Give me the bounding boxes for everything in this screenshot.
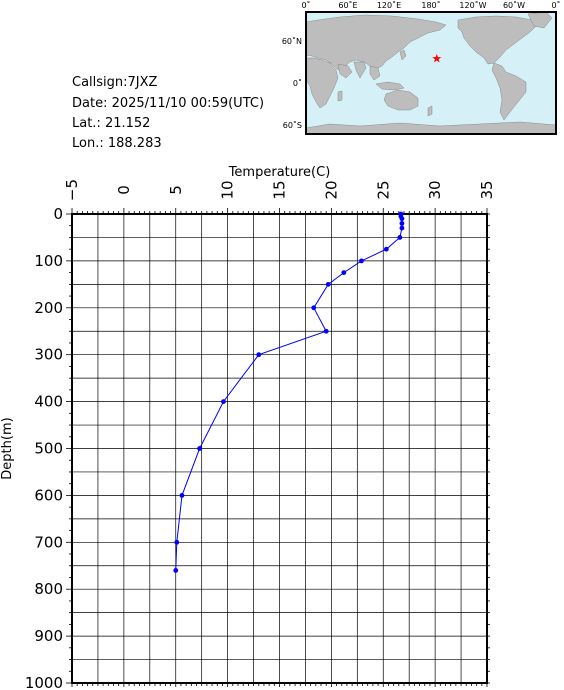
land-eurasia xyxy=(305,14,447,71)
date-text: Date: 2025/11/10 00:59(UTC) xyxy=(72,96,264,111)
map-lat-label: 0˚ xyxy=(293,78,302,88)
x-tick-label: 30 xyxy=(426,180,444,199)
y-tick-label: 200 xyxy=(34,299,63,317)
map-lon-label: 0˚ xyxy=(551,0,560,10)
x-tick-label: 25 xyxy=(374,180,392,199)
x-tick-label: 0 xyxy=(115,185,133,195)
map-frame xyxy=(305,11,557,135)
x-tick-label: 15 xyxy=(271,180,289,199)
profile-point xyxy=(179,493,185,498)
profile-point xyxy=(359,258,364,264)
callsign-text: Callsign:7JXZ xyxy=(72,75,158,90)
profile-point xyxy=(173,568,179,573)
land-india xyxy=(353,61,367,79)
x-tick-label: 5 xyxy=(167,185,185,195)
y-tick-label: 600 xyxy=(34,486,63,504)
land-africa xyxy=(305,57,339,109)
plot-frame xyxy=(71,213,488,684)
temperature-profile-series xyxy=(173,211,405,573)
y-tick-label: 0 xyxy=(53,205,63,223)
y-tick-label: 1000 xyxy=(25,674,63,690)
profile-point xyxy=(256,352,262,358)
y-tick-label: 500 xyxy=(34,440,63,458)
map-lon-label: 180˚ xyxy=(421,0,440,10)
x-tick-label: 35 xyxy=(478,180,496,199)
map-labels: 0˚ 60˚E 120˚E 180˚ 120˚W 60˚W 0˚ 60˚N 0˚… xyxy=(282,0,561,130)
y-tick-label: 800 xyxy=(34,580,63,598)
land-south-america xyxy=(491,62,527,121)
profile-point xyxy=(341,270,347,276)
location-map: 0˚ 60˚E 120˚E 180˚ 120˚W 60˚W 0˚ 60˚N 0˚… xyxy=(282,0,561,135)
map-lon-label: 120˚E xyxy=(377,0,401,10)
profile-point xyxy=(221,399,226,404)
y-tick-label: 900 xyxy=(34,627,63,645)
map-lat-label: 60˚S xyxy=(283,120,302,130)
profile-point xyxy=(399,220,405,226)
land-japan xyxy=(399,49,407,61)
profile-point xyxy=(197,446,203,451)
map-lon-label: 120˚W xyxy=(459,0,486,10)
x-axis-label: Temperature(C) xyxy=(228,165,331,180)
map-lat-label: 60˚N xyxy=(282,36,302,46)
land-indonesia xyxy=(375,81,405,91)
station-info: Callsign:7JXZ Date: 2025/11/10 00:59(UTC… xyxy=(72,75,264,151)
grid-lines xyxy=(71,213,488,684)
y-tick-label: 300 xyxy=(34,346,63,364)
x-tick-label: 20 xyxy=(322,180,340,199)
land-se-asia xyxy=(369,65,381,81)
map-lon-label: 0˚ xyxy=(301,0,310,10)
profile-point xyxy=(311,305,317,311)
land-north-america xyxy=(457,15,537,65)
profile-point xyxy=(383,246,389,252)
minor-ticks xyxy=(66,208,490,687)
latitude-text: Lat.: 21.152 xyxy=(72,116,150,131)
x-tick-label: 10 xyxy=(219,180,237,199)
map-lon-label: 60˚W xyxy=(503,0,525,10)
profile-line xyxy=(175,214,403,571)
profile-point xyxy=(399,216,405,222)
profile-point xyxy=(325,281,331,287)
profile-point xyxy=(174,539,180,545)
y-tick-label: 400 xyxy=(34,393,63,411)
land-new-zealand xyxy=(427,105,433,117)
land-australia xyxy=(383,89,419,111)
map-lon-label: 60˚E xyxy=(338,0,357,10)
land-arabia xyxy=(337,63,353,79)
longitude-text: Lon.: 188.283 xyxy=(72,136,162,151)
y-tick-label: 100 xyxy=(34,252,63,270)
temperature-depth-chart: Temperature(C) Depth(m) −5 0 5 10 15 20 25 30 35… xyxy=(0,165,496,690)
y-tick-label: 700 xyxy=(34,533,63,551)
profile-point xyxy=(323,328,329,334)
x-tick-label: −5 xyxy=(63,179,81,201)
y-axis-label: Depth(m) xyxy=(0,417,15,479)
profile-point xyxy=(397,235,403,240)
x-tick-labels: −5 0 5 10 15 20 25 30 35 xyxy=(63,179,496,201)
y-tick-labels: 0 100 200 300 400 500 600 700 800 900 1000 xyxy=(25,205,63,690)
station-marker-icon: ★ xyxy=(431,52,442,66)
land-madagascar xyxy=(337,90,343,102)
profile-point xyxy=(399,225,405,231)
